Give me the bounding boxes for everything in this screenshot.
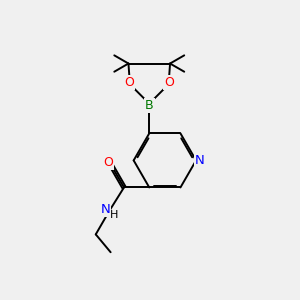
Text: N: N [101, 203, 110, 216]
Text: O: O [164, 76, 174, 89]
Text: N: N [195, 154, 205, 167]
Text: O: O [103, 156, 113, 169]
Text: B: B [145, 99, 154, 112]
Text: O: O [124, 76, 134, 89]
Text: H: H [110, 210, 119, 220]
